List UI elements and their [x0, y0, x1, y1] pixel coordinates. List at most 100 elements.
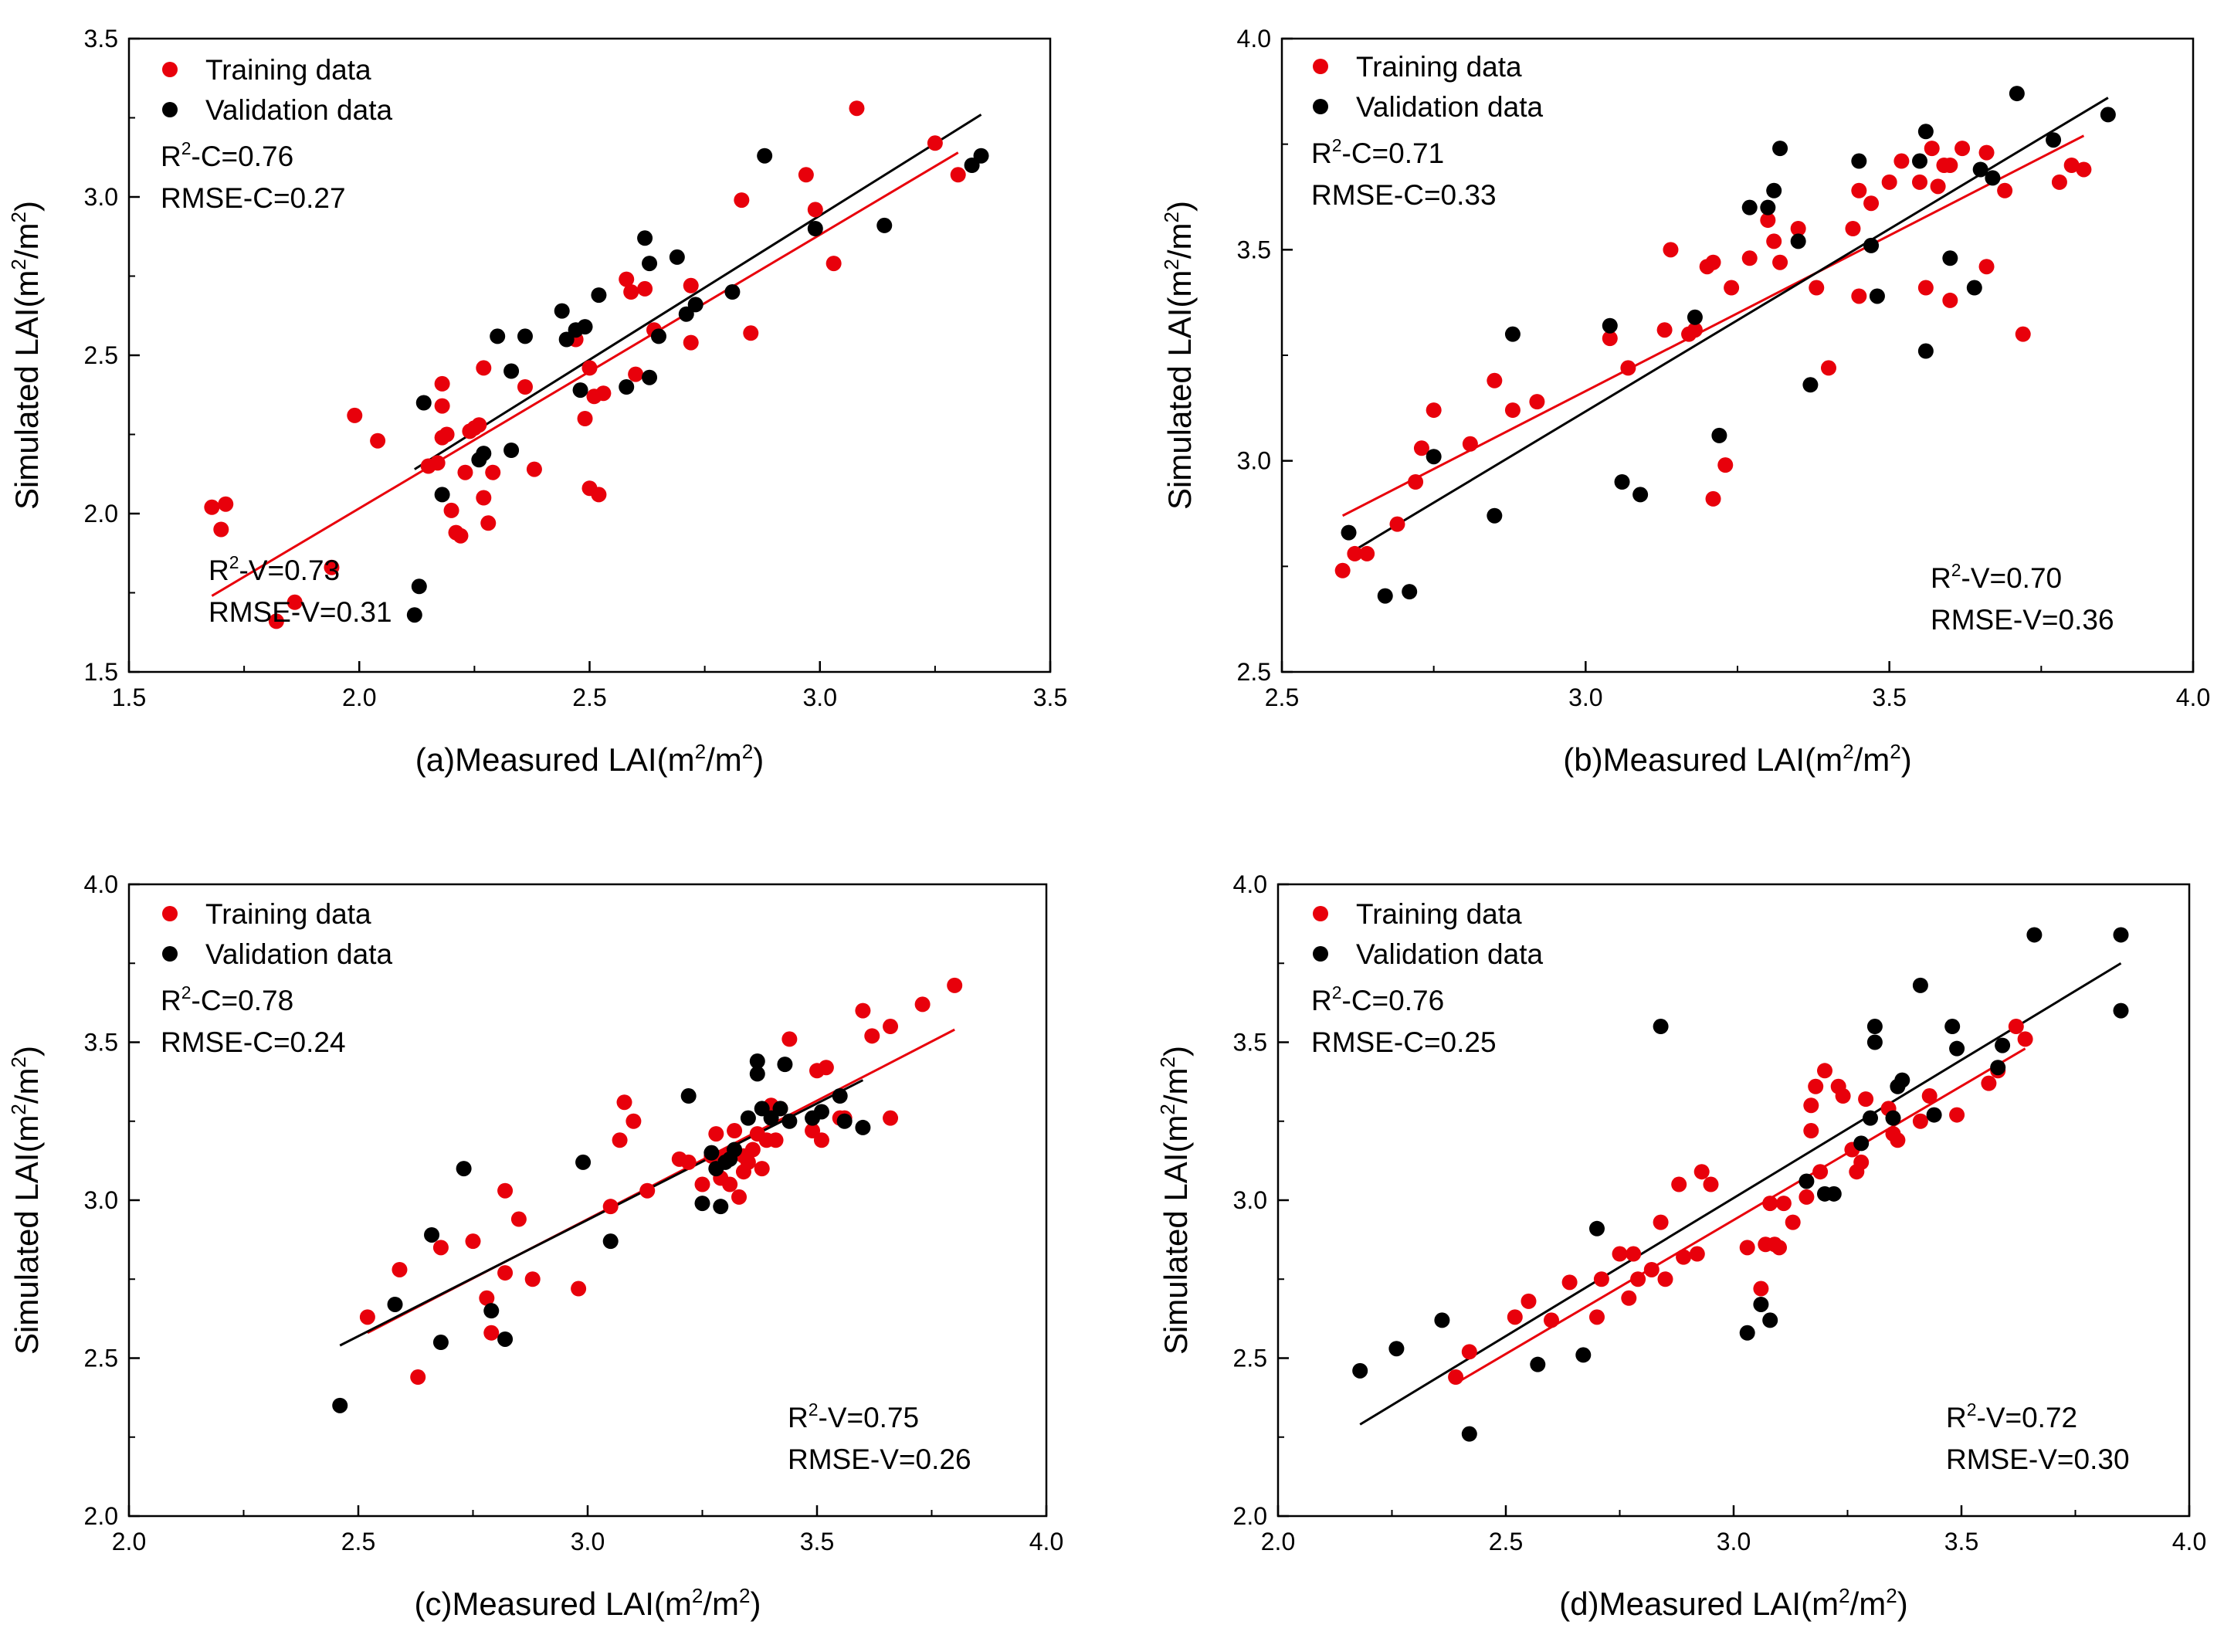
validation-point — [2100, 107, 2116, 123]
training-point — [1930, 178, 1946, 195]
x-tick-label: 3.5 — [1944, 1528, 1978, 1555]
x-axis-label: (c)Measured LAI(m2/m2) — [414, 1584, 761, 1622]
validation-point — [2113, 1002, 2129, 1019]
training-point — [950, 167, 966, 183]
rmse-c-label: RMSE-C=0.25 — [1311, 1026, 1497, 1058]
x-axis-label: (d)Measured LAI(m2/m2) — [1559, 1584, 1907, 1622]
validation-point — [558, 331, 575, 348]
y-axis-label: Simulated LAI(m2/m2) — [1160, 201, 1198, 510]
validation-point — [749, 1066, 765, 1082]
training-point — [1978, 259, 1995, 275]
validation-point — [1530, 1356, 1546, 1372]
training-point — [571, 1281, 587, 1297]
panel-c: 2.0 2.5 3.0 3.5 4.0 2.0 2.5 3.0 3.5 4.0 (c)Measure… — [7, 870, 1063, 1622]
training-point — [465, 1233, 481, 1250]
training-point — [526, 461, 542, 477]
training-point — [1997, 182, 2013, 198]
training-point — [626, 1113, 642, 1129]
y-tick-label: 3.0 — [84, 1186, 118, 1214]
training-point — [218, 496, 234, 512]
y-tick-label: 3.0 — [1237, 447, 1271, 475]
validation-fit-line — [414, 114, 982, 470]
training-point — [1593, 1271, 1609, 1287]
training-point — [1835, 1088, 1851, 1104]
training-point — [722, 1176, 738, 1192]
r2-c-label: R2-C=0.76 — [161, 138, 293, 172]
validation-point — [497, 1331, 514, 1347]
validation-point — [703, 1145, 720, 1161]
validation-point — [1614, 474, 1630, 490]
training-point — [1739, 1240, 1755, 1256]
training-point — [1853, 1154, 1870, 1170]
validation-point — [619, 379, 635, 395]
training-legend-label: Training data — [1356, 898, 1522, 930]
training-point — [1589, 1309, 1605, 1325]
training-point — [927, 135, 943, 151]
training-legend-marker — [1313, 906, 1328, 921]
training-legend-marker — [162, 906, 178, 921]
training-point — [734, 192, 750, 209]
training-point — [392, 1261, 408, 1277]
validation-point — [1388, 1341, 1405, 1357]
training-point — [480, 515, 497, 531]
training-point — [1775, 1196, 1792, 1212]
training-point — [1334, 562, 1351, 578]
training-point — [883, 1110, 899, 1126]
training-legend-label: Training data — [205, 898, 371, 930]
training-point — [1408, 474, 1424, 490]
validation-point — [2113, 927, 2129, 943]
training-point — [410, 1369, 426, 1386]
validation-point — [483, 1303, 500, 1319]
training-point — [476, 490, 492, 506]
training-point — [1620, 360, 1636, 376]
training-point — [1448, 1369, 1464, 1386]
validation-point — [456, 1161, 472, 1177]
training-point — [510, 1211, 527, 1227]
training-point — [1785, 1214, 1801, 1230]
training-point — [1656, 322, 1673, 338]
training-point — [1772, 254, 1788, 270]
training-point — [1981, 1075, 1997, 1091]
training-point — [1858, 1091, 1874, 1108]
validation-point — [1802, 377, 1819, 393]
validation-point — [503, 363, 520, 379]
training-point — [268, 613, 284, 629]
validation-point — [642, 256, 658, 272]
training-point — [1426, 402, 1442, 419]
training-point — [708, 1126, 724, 1142]
validation-point — [687, 297, 703, 313]
training-point — [1504, 402, 1521, 419]
training-point — [602, 1199, 619, 1215]
training-point — [1561, 1274, 1578, 1291]
y-tick-label: 2.5 — [1233, 1345, 1267, 1372]
x-tick-label: 3.0 — [1568, 684, 1602, 711]
training-point — [683, 277, 699, 293]
training-point — [798, 167, 814, 183]
training-point — [1359, 545, 1375, 561]
validation-point — [807, 221, 823, 236]
r2-c-label: R2-C=0.76 — [1311, 982, 1444, 1016]
training-point — [1890, 1132, 1906, 1148]
validation-point — [1766, 182, 1782, 198]
training-point — [1653, 1214, 1669, 1230]
training-point — [1612, 1246, 1628, 1262]
training-point — [818, 1060, 834, 1076]
x-tick-label: 1.5 — [112, 684, 146, 711]
validation-point — [387, 1296, 403, 1312]
validation-point — [1966, 280, 1982, 296]
y-tick-label: 2.0 — [1233, 1502, 1267, 1530]
training-point — [577, 411, 593, 426]
x-tick-label: 2.5 — [572, 684, 606, 711]
training-point — [2063, 158, 2080, 173]
training-point — [517, 379, 533, 395]
training-point — [1689, 1246, 1705, 1262]
training-point — [623, 284, 639, 300]
training-point — [1851, 182, 1867, 198]
validation-point — [813, 1104, 829, 1120]
training-point — [524, 1271, 541, 1287]
training-point — [432, 1240, 449, 1256]
validation-point — [1741, 199, 1758, 215]
validation-point — [749, 1053, 765, 1070]
r2-c-label: R2-C=0.78 — [161, 982, 293, 1016]
training-point — [1521, 1293, 1537, 1309]
